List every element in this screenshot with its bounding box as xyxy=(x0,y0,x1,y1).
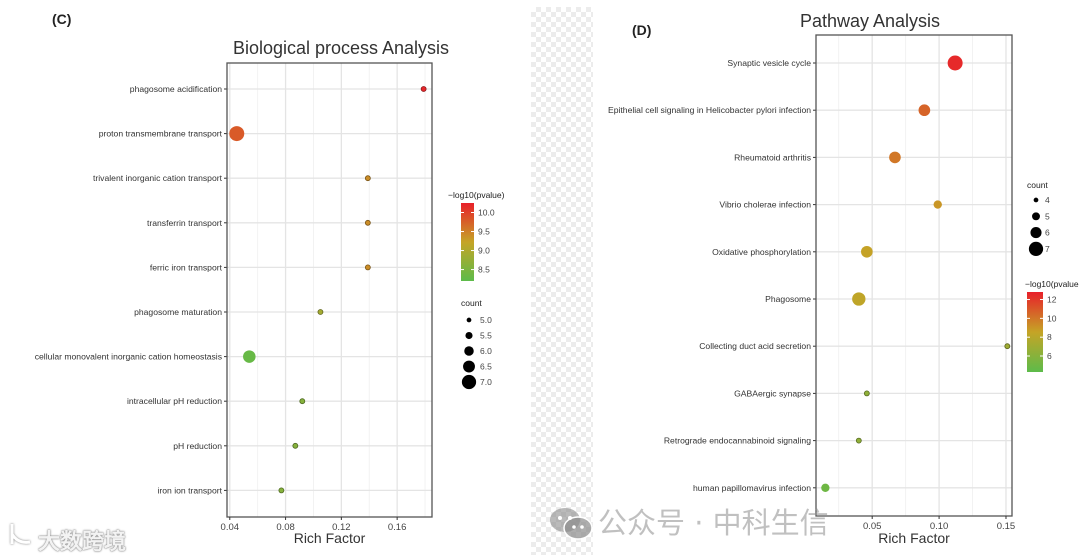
size-legend-dot xyxy=(465,331,473,340)
data-point xyxy=(278,487,285,494)
data-point xyxy=(364,219,371,226)
size-legend-label: 5.5 xyxy=(480,331,492,341)
data-point xyxy=(229,126,245,142)
data-point xyxy=(364,264,371,271)
x-tick-label: 0.04 xyxy=(221,522,240,533)
y-tick-label: cellular monovalent inorganic cation hom… xyxy=(35,352,222,362)
y-tick-label: Rheumatoid arthritis xyxy=(734,152,811,162)
plot-border xyxy=(815,34,1013,517)
size-legend-label: 6 xyxy=(1045,228,1050,238)
chart-title: Biological process Analysis xyxy=(233,38,449,58)
y-tick-label: human papillomavirus infection xyxy=(693,483,811,493)
color-legend-title: −log10(pvalue xyxy=(1025,279,1079,289)
data-point xyxy=(821,483,830,492)
data-point xyxy=(855,437,862,444)
data-point xyxy=(292,442,299,449)
size-legend-dot xyxy=(461,374,477,390)
size-legend-label: 6.0 xyxy=(480,346,492,356)
size-legend-dot xyxy=(463,360,475,373)
size-legend-dot xyxy=(1030,227,1042,239)
x-axis-title: Rich Factor xyxy=(294,530,366,546)
y-tick-label: intracellular pH reduction xyxy=(127,396,222,406)
size-legend-dot xyxy=(1028,241,1044,257)
size-legend-dot xyxy=(466,317,472,323)
y-tick-label: phagosome acidification xyxy=(130,84,222,94)
data-point xyxy=(317,309,324,315)
size-legend-dot xyxy=(464,346,474,356)
colorbar-tick-label: 12 xyxy=(1047,295,1057,305)
y-tick-label: pH reduction xyxy=(173,441,222,451)
y-tick-label: phagosome maturation xyxy=(134,307,222,317)
data-point xyxy=(861,245,873,258)
x-tick-label: 0.10 xyxy=(930,521,949,532)
data-point xyxy=(420,86,427,92)
size-legend-label: 5 xyxy=(1045,211,1050,221)
panel-label: (D) xyxy=(632,22,651,38)
size-legend-title: count xyxy=(461,298,482,308)
data-point xyxy=(933,200,942,209)
data-point xyxy=(243,350,256,363)
data-point xyxy=(947,55,963,71)
data-point xyxy=(863,390,870,397)
y-tick-label: transferrin transport xyxy=(147,218,223,228)
watermark-left: 大数跨境 xyxy=(38,530,127,555)
y-tick-label: Oxidative phosphorylation xyxy=(712,247,811,257)
color-legend-title: −log10(pvalue) xyxy=(448,190,505,200)
x-axis-title: Rich Factor xyxy=(878,530,950,546)
y-tick-label: Phagosome xyxy=(765,294,811,304)
colorbar xyxy=(461,203,474,281)
y-tick-label: Collecting duct acid secretion xyxy=(699,341,811,351)
colorbar xyxy=(1027,292,1043,372)
y-tick-label: proton transmembrane transport xyxy=(99,129,223,139)
wechat-icon xyxy=(550,508,593,540)
size-legend-label: 7 xyxy=(1045,244,1050,254)
watermark-logo-icon xyxy=(10,523,36,544)
y-tick-label: Synaptic vesicle cycle xyxy=(727,58,811,68)
x-tick-label: 0.08 xyxy=(276,522,295,533)
data-point xyxy=(1004,343,1011,350)
x-tick-label: 0.12 xyxy=(332,522,351,533)
colorbar-tick-label: 8.5 xyxy=(478,265,490,275)
x-tick-label: 0.05 xyxy=(863,521,882,532)
colorbar-tick-label: 6 xyxy=(1047,351,1052,361)
data-point xyxy=(918,104,931,117)
size-legend-dot xyxy=(1032,212,1040,221)
size-legend-label: 4 xyxy=(1045,195,1050,205)
colorbar-tick-label: 8 xyxy=(1047,332,1052,342)
x-tick-label: 0.15 xyxy=(997,521,1016,532)
y-tick-label: Epithelial cell signaling in Helicobacte… xyxy=(608,105,811,115)
size-legend-label: 7.0 xyxy=(480,377,492,387)
panel-label: (C) xyxy=(52,11,71,27)
y-tick-label: iron ion transport xyxy=(158,485,223,495)
plot-border xyxy=(226,62,433,518)
chart-title: Pathway Analysis xyxy=(800,11,940,31)
size-legend-label: 5.0 xyxy=(480,315,492,325)
data-point xyxy=(889,151,901,164)
data-point xyxy=(852,292,866,306)
transparent-background-strip xyxy=(531,7,593,555)
data-point xyxy=(299,398,306,405)
size-legend-title: count xyxy=(1027,180,1048,190)
x-tick-label: 0.16 xyxy=(388,522,407,533)
y-tick-label: trivalent inorganic cation transport xyxy=(93,173,223,183)
size-legend-label: 6.5 xyxy=(480,362,492,372)
colorbar-tick-label: 10.0 xyxy=(478,208,495,218)
y-tick-label: ferric iron transport xyxy=(150,262,223,272)
y-tick-label: GABAergic synapse xyxy=(734,388,811,398)
watermark-right: 公众号 · 中科生信 xyxy=(598,506,829,540)
colorbar-tick-label: 9.0 xyxy=(478,246,490,256)
data-point xyxy=(364,175,371,182)
y-tick-label: Retrograde endocannabinoid signaling xyxy=(664,436,811,446)
colorbar-tick-label: 9.5 xyxy=(478,227,490,237)
size-legend-dot xyxy=(1033,197,1039,203)
y-tick-label: Vibrio cholerae infection xyxy=(719,200,811,210)
colorbar-tick-label: 10 xyxy=(1047,313,1057,323)
